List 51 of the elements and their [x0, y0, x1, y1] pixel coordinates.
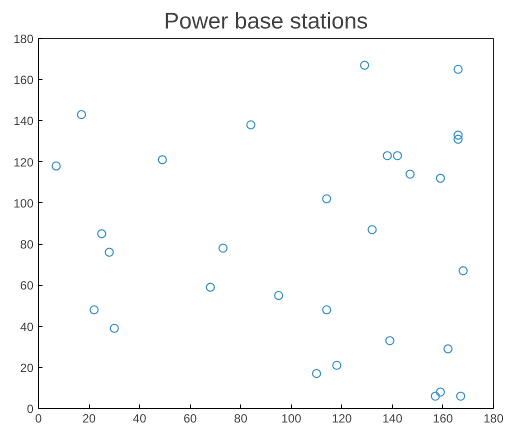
point	[405, 170, 415, 179]
point	[274, 290, 284, 300]
point	[443, 344, 453, 354]
point	[385, 336, 394, 346]
x-tick-label: 120	[332, 412, 352, 426]
point	[332, 360, 342, 370]
chart-title: Power base stations	[164, 8, 368, 34]
point	[456, 392, 466, 401]
point	[454, 130, 463, 140]
point	[218, 244, 228, 253]
point	[458, 266, 468, 276]
x-tick-label: 160	[432, 412, 454, 426]
x-tick-label: 0	[35, 412, 42, 426]
point	[206, 282, 215, 292]
x-tick-label: 20	[82, 412, 96, 426]
point	[97, 229, 106, 238]
point	[454, 134, 463, 144]
point	[436, 174, 446, 183]
y-tick-label: 0	[26, 402, 34, 416]
y-tick-label: 20	[20, 360, 34, 375]
point	[430, 392, 440, 401]
point	[392, 151, 402, 160]
y-tick-label: 60	[20, 278, 34, 293]
point	[158, 155, 167, 164]
y-tick-label: 140	[13, 114, 34, 128]
point	[52, 161, 61, 171]
y-tick-label: 80	[20, 238, 34, 252]
point	[246, 120, 256, 130]
y-tick-label: 160	[13, 73, 34, 88]
x-tick-label: 140	[382, 412, 403, 426]
point	[454, 64, 463, 74]
x-tick-label: 100	[281, 412, 302, 426]
point	[322, 305, 332, 314]
x-tick-label: 60	[183, 412, 198, 426]
y-tick-label: 120	[13, 155, 34, 170]
point	[360, 60, 370, 70]
x-tick-label: 180	[483, 412, 504, 426]
point	[436, 387, 446, 397]
point	[110, 324, 119, 333]
y-tick-label: 100	[13, 196, 34, 210]
y-tick-label: 40	[20, 320, 34, 334]
y-tick-label: 180	[13, 32, 34, 46]
x-tick-label: 80	[234, 412, 248, 426]
point	[104, 248, 114, 257]
point	[368, 225, 377, 234]
point	[90, 305, 99, 314]
x-tick-label: 40	[132, 412, 147, 426]
point	[322, 194, 332, 204]
point	[312, 368, 322, 378]
point	[76, 110, 86, 120]
point	[382, 151, 392, 160]
